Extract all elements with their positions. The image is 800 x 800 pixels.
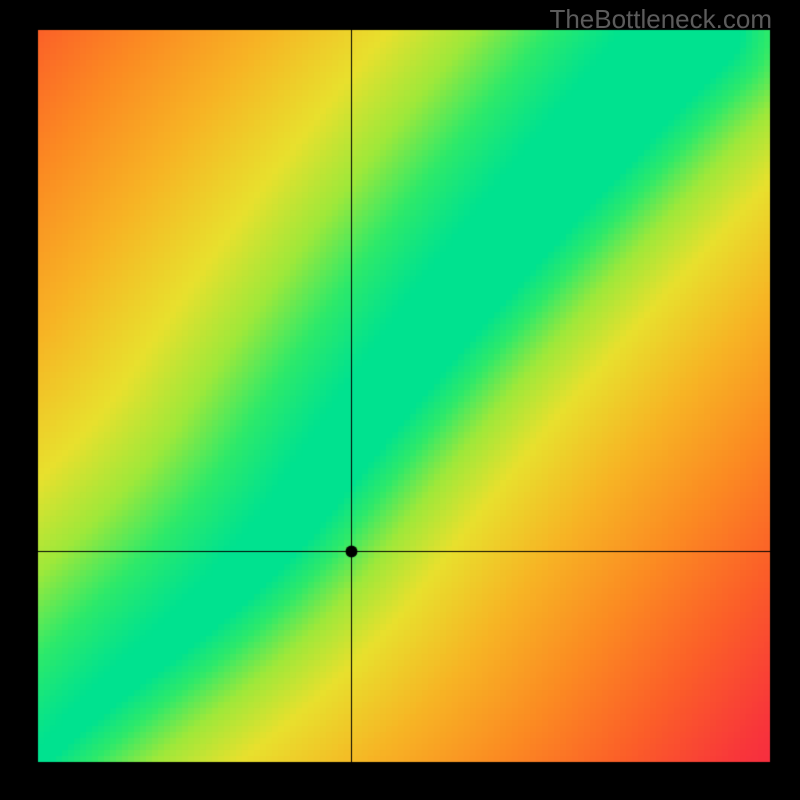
chart-container: TheBottleneck.com: [0, 0, 800, 800]
bottleneck-heatmap: [0, 0, 800, 800]
watermark-text: TheBottleneck.com: [549, 4, 772, 35]
